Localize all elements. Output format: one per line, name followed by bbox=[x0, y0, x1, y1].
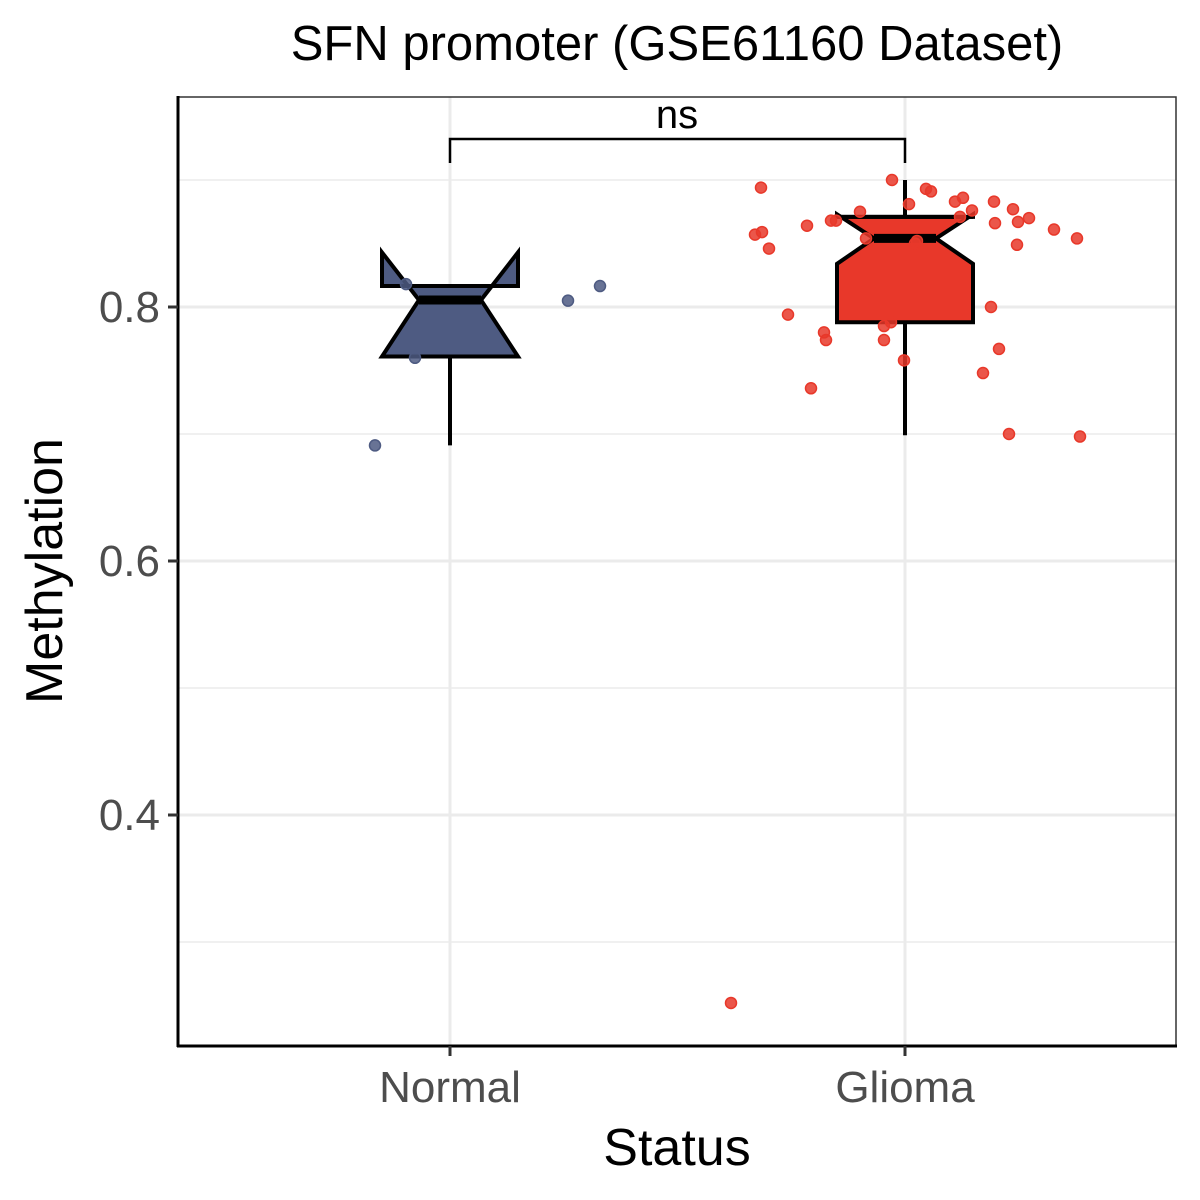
y-tick-label: 0.4 bbox=[99, 791, 160, 840]
data-point-glioma bbox=[781, 308, 795, 321]
data-point-glioma bbox=[1006, 202, 1020, 216]
x-tick-label-normal: Normal bbox=[379, 1063, 521, 1112]
x-tick-label-glioma: Glioma bbox=[835, 1063, 975, 1112]
data-point-glioma bbox=[762, 242, 776, 255]
data-point-glioma bbox=[910, 234, 924, 248]
data-point-glioma bbox=[1073, 430, 1087, 443]
data-point-glioma bbox=[965, 204, 979, 217]
data-point-glioma bbox=[859, 232, 873, 245]
data-point-glioma bbox=[897, 354, 911, 367]
y-axis-title: Methylation bbox=[16, 438, 74, 704]
data-point-glioma bbox=[1022, 211, 1036, 225]
boxes bbox=[378, 180, 975, 446]
data-point-glioma bbox=[885, 173, 899, 187]
data-point-glioma bbox=[1011, 215, 1025, 229]
y-axis-ticks: 0.4 0.6 0.8 bbox=[99, 283, 178, 840]
data-point-glioma bbox=[819, 333, 833, 347]
data-point-glioma bbox=[755, 225, 769, 239]
data-point-glioma bbox=[824, 214, 838, 227]
significance-label: ns bbox=[656, 93, 698, 137]
data-point-glioma bbox=[976, 366, 990, 380]
data-point-glioma bbox=[884, 315, 898, 329]
data-point-normal bbox=[408, 351, 422, 365]
data-point-glioma bbox=[853, 205, 867, 218]
data-point-glioma bbox=[924, 185, 938, 198]
data-point-glioma bbox=[988, 216, 1002, 230]
data-point-glioma bbox=[877, 333, 891, 347]
data-point-glioma bbox=[992, 342, 1006, 356]
data-point-normal bbox=[399, 277, 413, 291]
data-point-glioma bbox=[800, 219, 814, 232]
data-point-normal bbox=[561, 294, 575, 307]
y-tick-label: 0.8 bbox=[99, 283, 160, 332]
data-point-glioma bbox=[953, 210, 967, 224]
data-point-glioma bbox=[1070, 232, 1084, 245]
x-axis-ticks: Normal Glioma bbox=[379, 1046, 975, 1112]
x-axis-title: Status bbox=[603, 1119, 750, 1177]
box-body bbox=[835, 210, 975, 325]
data-points bbox=[368, 173, 1087, 1010]
data-point-glioma bbox=[754, 181, 768, 194]
data-point-normal bbox=[368, 439, 382, 452]
data-point-glioma bbox=[948, 195, 962, 208]
data-point-normal bbox=[593, 279, 607, 293]
box-glioma bbox=[835, 180, 975, 436]
data-point-glioma bbox=[724, 996, 738, 1010]
grid-lines bbox=[178, 97, 1176, 1046]
data-point-glioma bbox=[984, 300, 998, 314]
data-point-glioma bbox=[902, 197, 916, 211]
chart-title: SFN promoter (GSE61160 Dataset) bbox=[291, 17, 1064, 71]
data-point-glioma bbox=[804, 382, 818, 395]
plot-border bbox=[177, 96, 1177, 1047]
data-point-glioma bbox=[1002, 427, 1016, 441]
data-point-glioma bbox=[1010, 238, 1024, 252]
data-point-glioma bbox=[1047, 223, 1061, 236]
y-tick-label: 0.6 bbox=[99, 537, 160, 586]
bracket-line bbox=[448, 137, 907, 163]
significance-bracket: ns bbox=[448, 93, 907, 163]
data-point-glioma bbox=[987, 195, 1001, 208]
